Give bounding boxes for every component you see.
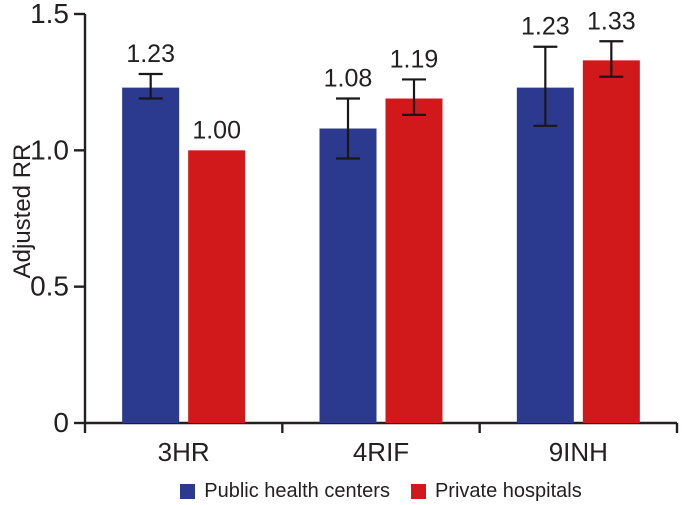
bar-3HR-series0 (122, 87, 180, 424)
y-tick-label: 0 (53, 407, 69, 438)
x-category-label: 9INH (549, 437, 608, 467)
legend-label-private: Private hospitals (434, 479, 582, 502)
legend-item-private-hospitals: Private hospitals (410, 479, 582, 503)
x-category-label: 4RIF (353, 437, 409, 467)
bar-9INH-series0 (516, 87, 574, 424)
y-tick-label: 1.5 (30, 0, 69, 29)
legend: Public health centers Private hospitals (0, 477, 682, 505)
y-tick-label: 0.5 (30, 271, 69, 302)
value-label: 1.23 (126, 40, 175, 68)
legend-swatch-public-icon (180, 483, 196, 499)
bar-3HR-series1 (188, 150, 246, 424)
bar-4RIF-series1 (385, 98, 443, 423)
value-label: 1.23 (521, 13, 570, 41)
value-label: 1.00 (192, 116, 241, 144)
legend-swatch-private-icon (410, 483, 426, 499)
x-category-label: 3HR (158, 437, 210, 467)
bar-4RIF-series0 (319, 128, 377, 423)
value-label: 1.19 (390, 45, 439, 73)
y-axis-title: Adjusted RR (9, 143, 36, 279)
legend-label-public: Public health centers (204, 479, 390, 502)
y-tick-label: 1.0 (30, 134, 69, 165)
value-label: 1.08 (324, 65, 373, 93)
bar-chart-canvas: 0 0.5 1.0 1.5 3HR 4RIF 9INH 1.23 1.08 1.23 1.00 1.1… (30, 0, 679, 467)
legend-item-public-health-centers: Public health centers (180, 480, 390, 503)
value-label: 1.33 (587, 7, 636, 35)
bar-9INH-series1 (582, 60, 640, 423)
